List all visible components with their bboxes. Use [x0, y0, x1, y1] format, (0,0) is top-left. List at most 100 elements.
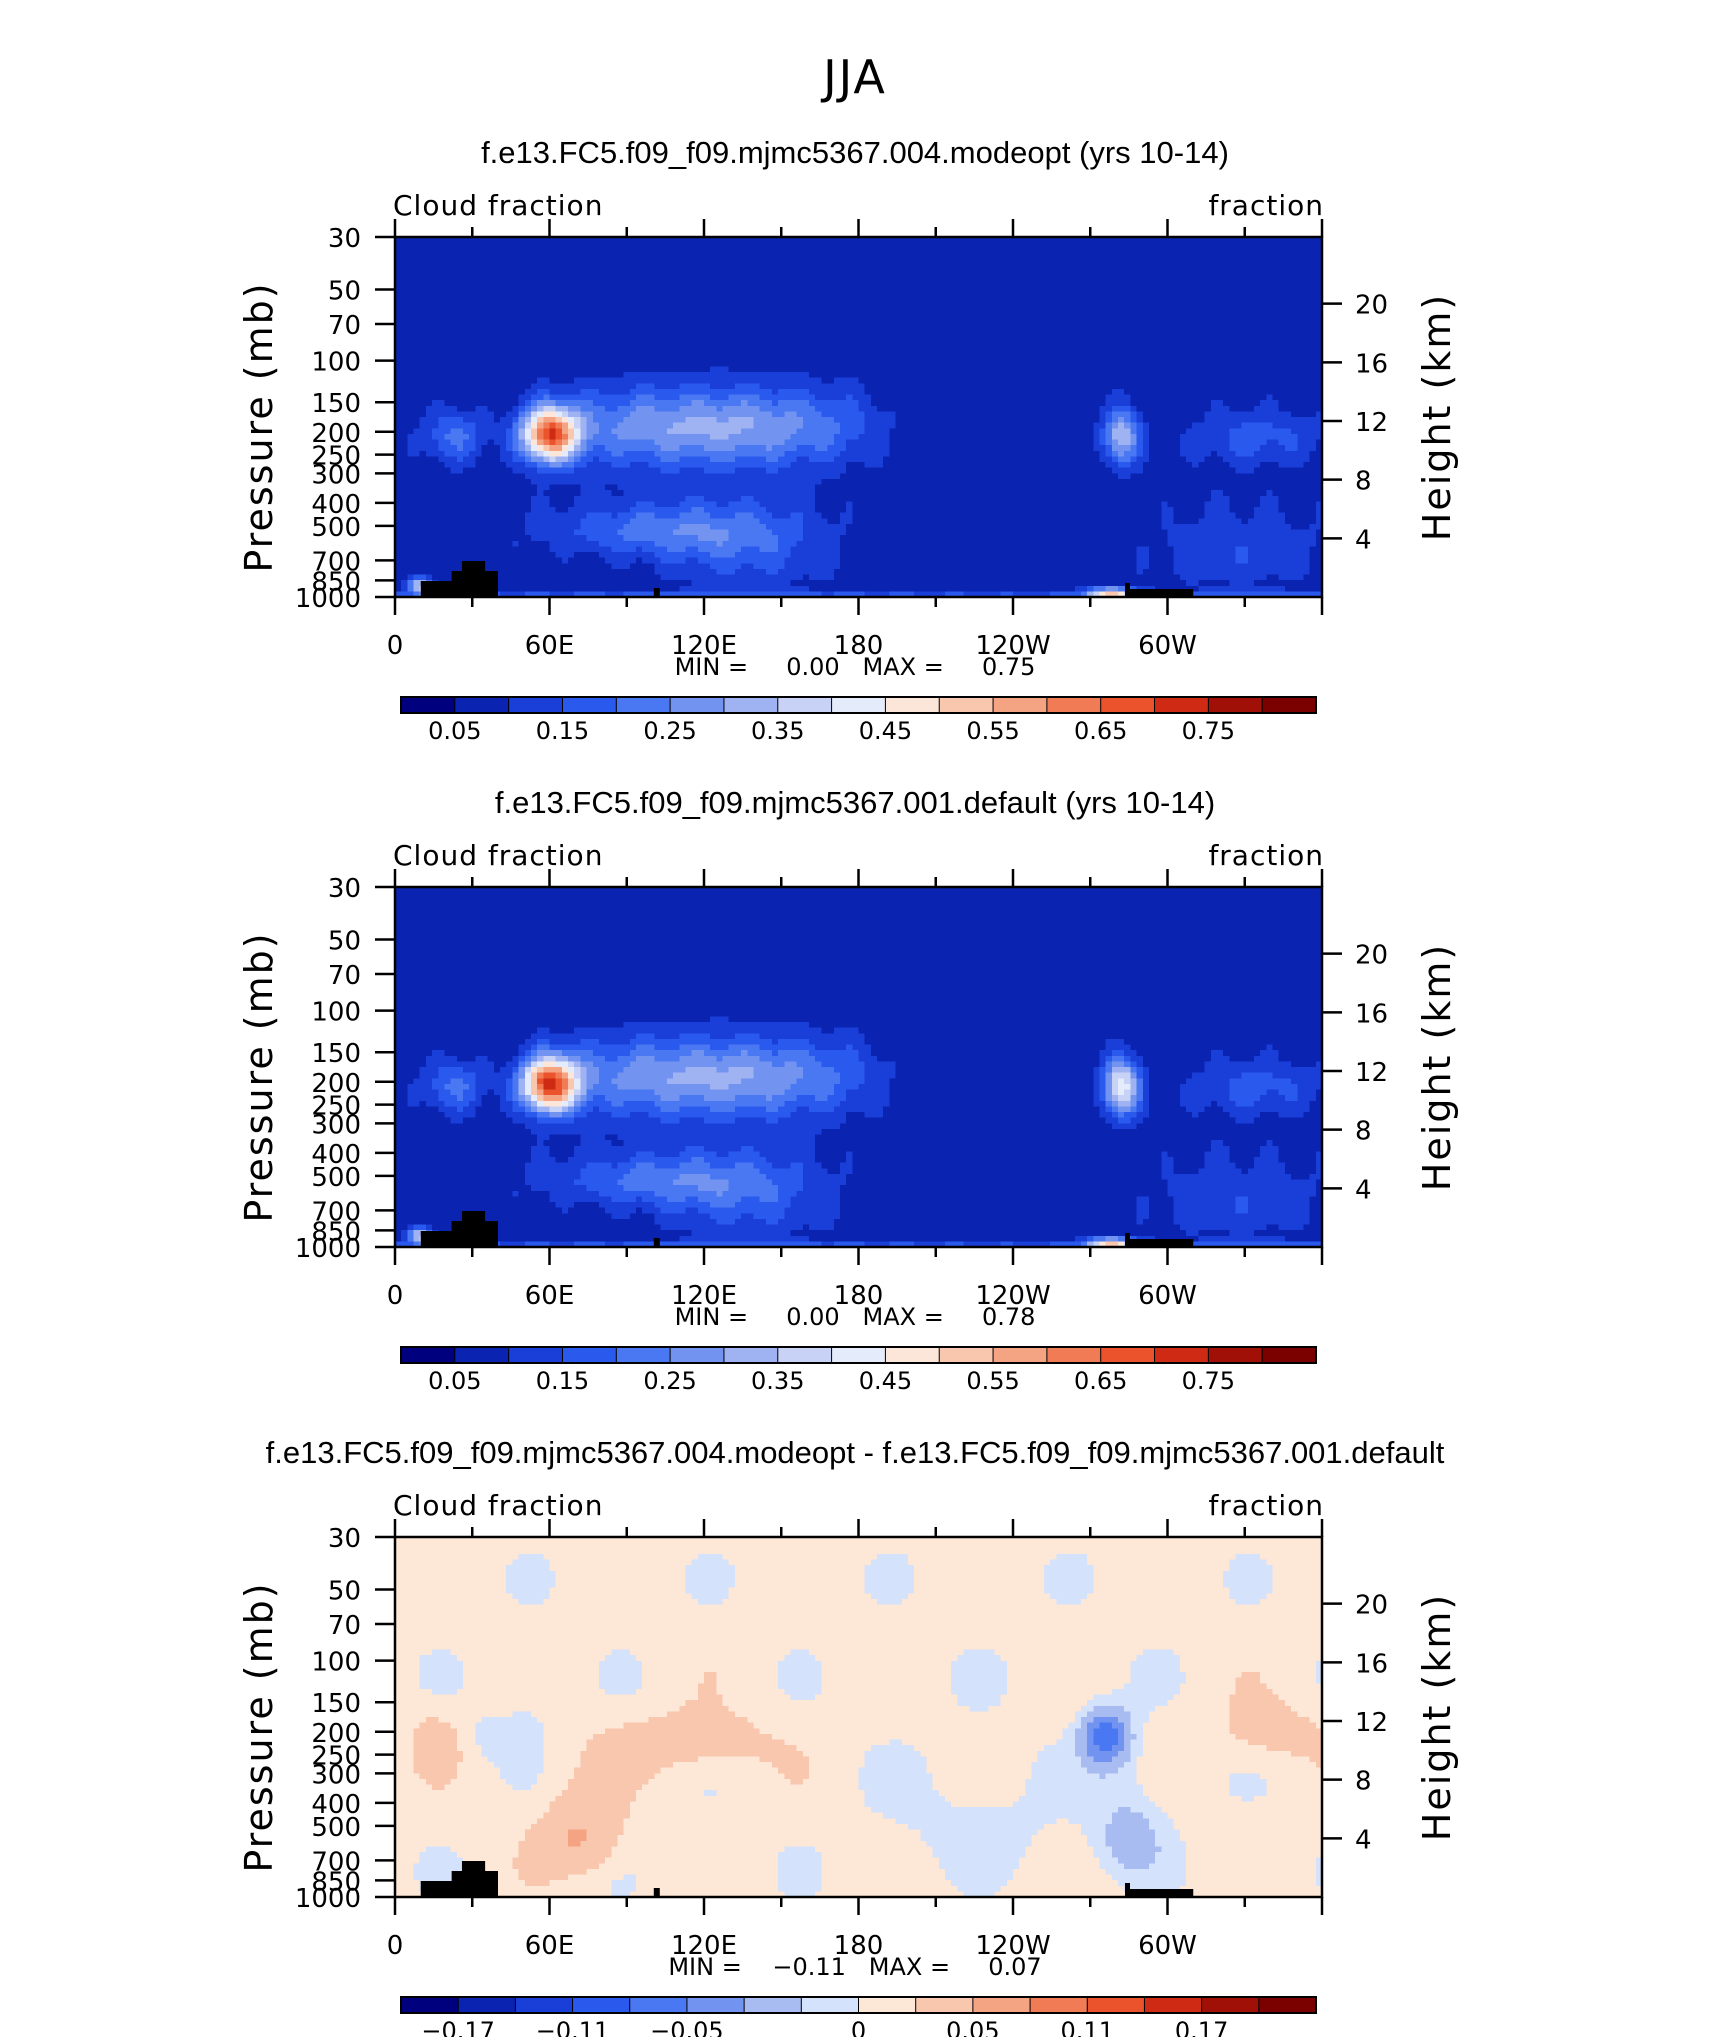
left-string: Cloud fraction: [393, 839, 603, 872]
colorbar-label: 0.11: [1061, 2017, 1114, 2037]
colorbar-swatch: [859, 1997, 917, 2013]
colorbar-label: 0: [851, 2017, 866, 2037]
contour-field: [395, 237, 1323, 598]
colorbar-label: 0.45: [859, 717, 912, 745]
colorbar-swatch: [1101, 697, 1155, 713]
colorbar-label: 0.35: [751, 717, 804, 745]
y2-tick-label: 8: [1355, 1767, 1372, 1797]
y-tick-label: 100: [311, 348, 361, 378]
y2-tick-label: 16: [1355, 999, 1388, 1029]
panel-title: f.e13.FC5.f09_f09.mjmc5367.004.modeopt (…: [481, 135, 1229, 170]
colorbar-swatch: [1259, 1997, 1317, 2013]
colorbar-label: 0.55: [966, 1367, 1019, 1395]
y-tick-label: 150: [311, 389, 361, 419]
colorbar-label: 0.35: [751, 1367, 804, 1395]
colorbar-label: 0.05: [946, 2017, 999, 2037]
colorbar-label: 0.55: [966, 717, 1019, 745]
colorbar-label: −0.11: [536, 2017, 610, 2037]
colorbar-swatch: [515, 1997, 573, 2013]
y2-tick-label: 12: [1355, 1058, 1388, 1088]
x-tick-label: 60W: [1138, 631, 1197, 661]
colorbar-swatch: [778, 1347, 832, 1363]
colorbar-swatch: [744, 1997, 802, 2013]
colorbar-swatch: [778, 697, 832, 713]
colorbar-swatch: [724, 697, 778, 713]
figure-title: JJA: [820, 50, 887, 104]
y-tick-label: 100: [311, 998, 361, 1028]
colorbar-swatch: [801, 1997, 859, 2013]
colorbar-swatch: [1208, 697, 1262, 713]
colorbar-swatch: [1262, 697, 1316, 713]
colorbar-swatch: [401, 697, 455, 713]
y2-tick-label: 4: [1355, 525, 1372, 555]
colorbar-swatch: [939, 697, 993, 713]
panels: f.e13.FC5.f09_f09.mjmc5367.004.modeopt (…: [237, 135, 1459, 2037]
y-tick-label: 1000: [295, 1234, 361, 1264]
y-axis-label: Pressure (mb): [237, 281, 281, 572]
y-tick-label: 70: [328, 1611, 361, 1641]
x-tick-label: 60E: [525, 631, 575, 661]
y-tick-label: 300: [311, 460, 361, 490]
y-tick-label: 50: [328, 276, 361, 306]
x-tick-label: 60E: [525, 1281, 575, 1311]
y-tick-label: 300: [311, 1110, 361, 1140]
colorbar-swatch: [993, 697, 1047, 713]
colorbar-swatch: [1087, 1997, 1145, 2013]
colorbar-swatch: [562, 697, 616, 713]
colorbar-swatch: [1030, 1997, 1088, 2013]
left-string: Cloud fraction: [393, 189, 603, 222]
colorbar-swatch: [973, 1997, 1031, 2013]
y2-axis-label: Height (km): [1415, 1593, 1459, 1841]
right-string: fraction: [1208, 189, 1324, 222]
colorbar-swatch: [939, 1347, 993, 1363]
y-tick-label: 150: [311, 1689, 361, 1719]
panel-title: f.e13.FC5.f09_f09.mjmc5367.004.modeopt -…: [266, 1435, 1445, 1470]
y-tick-label: 50: [328, 1576, 361, 1606]
colorbar-swatch: [993, 1347, 1047, 1363]
contour-field: [395, 887, 1323, 1248]
colorbar-swatch: [670, 697, 724, 713]
colorbar-swatch: [573, 1997, 631, 2013]
colorbar-swatch: [670, 1347, 724, 1363]
y-tick-label: 1000: [295, 1884, 361, 1914]
colorbar-swatch: [458, 1997, 516, 2013]
colorbar-label: 0.15: [536, 717, 589, 745]
y2-tick-label: 20: [1355, 291, 1388, 321]
y-tick-label: 70: [328, 311, 361, 341]
y2-axis-label: Height (km): [1415, 943, 1459, 1191]
colorbar-label: 0.65: [1074, 1367, 1127, 1395]
y-tick-label: 500: [311, 1163, 361, 1193]
colorbar-swatch: [1155, 697, 1209, 713]
colorbar-swatch: [509, 697, 563, 713]
colorbar-label: 0.15: [536, 1367, 589, 1395]
x-tick-label: 60E: [525, 1931, 575, 1961]
colorbar-swatch: [1208, 1347, 1262, 1363]
x-tick-label: 0: [387, 1281, 404, 1311]
colorbar-swatch: [885, 1347, 939, 1363]
right-string: fraction: [1208, 839, 1324, 872]
x-tick-label: 0: [387, 1931, 404, 1961]
colorbar-swatch: [1202, 1997, 1260, 2013]
y-tick-label: 300: [311, 1760, 361, 1790]
x-tick-label: 60W: [1138, 1281, 1197, 1311]
y2-axis-label: Height (km): [1415, 293, 1459, 541]
y2-tick-label: 8: [1355, 1117, 1372, 1147]
colorbar-swatch: [1155, 1347, 1209, 1363]
colorbar-swatch: [832, 697, 886, 713]
colorbar-swatch: [885, 697, 939, 713]
colorbar-label: 0.45: [859, 1367, 912, 1395]
chart-panel-2: f.e13.FC5.f09_f09.mjmc5367.001.default (…: [237, 785, 1459, 1395]
colorbar-swatch: [455, 697, 509, 713]
colorbar-swatch: [1047, 697, 1101, 713]
colorbar-swatch: [1262, 1347, 1316, 1363]
y2-tick-label: 8: [1355, 467, 1372, 497]
left-string: Cloud fraction: [393, 1489, 603, 1522]
colorbar-swatch: [916, 1997, 974, 2013]
y-tick-label: 30: [328, 1524, 361, 1554]
y-tick-label: 1000: [295, 584, 361, 614]
x-tick-label: 0: [387, 631, 404, 661]
colorbar-swatch: [401, 1997, 459, 2013]
colorbar-swatch: [616, 697, 670, 713]
